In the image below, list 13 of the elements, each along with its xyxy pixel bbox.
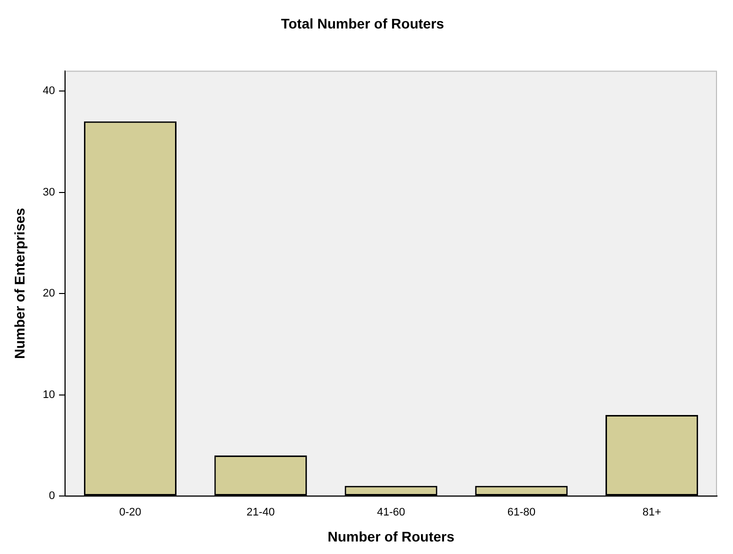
x-tick-label: 81+ bbox=[642, 506, 662, 519]
x-tick-label: 41-60 bbox=[376, 506, 406, 519]
y-tick-label: 40 bbox=[42, 85, 56, 98]
y-tick-label: 20 bbox=[42, 288, 56, 300]
chart-title: Total Number of Routers bbox=[280, 15, 444, 32]
y-tick-label: 0 bbox=[48, 490, 56, 502]
y-axis-title: Number of Enterprises bbox=[11, 208, 28, 359]
y-tick-label: 30 bbox=[42, 186, 56, 198]
x-tick-label: 0-20 bbox=[119, 506, 142, 519]
y-tick-label: 10 bbox=[42, 388, 56, 401]
x-tick-label: 61-80 bbox=[507, 506, 536, 519]
x-axis-title: Number of Routers bbox=[328, 528, 455, 544]
x-tick-label: 21-40 bbox=[246, 506, 275, 519]
